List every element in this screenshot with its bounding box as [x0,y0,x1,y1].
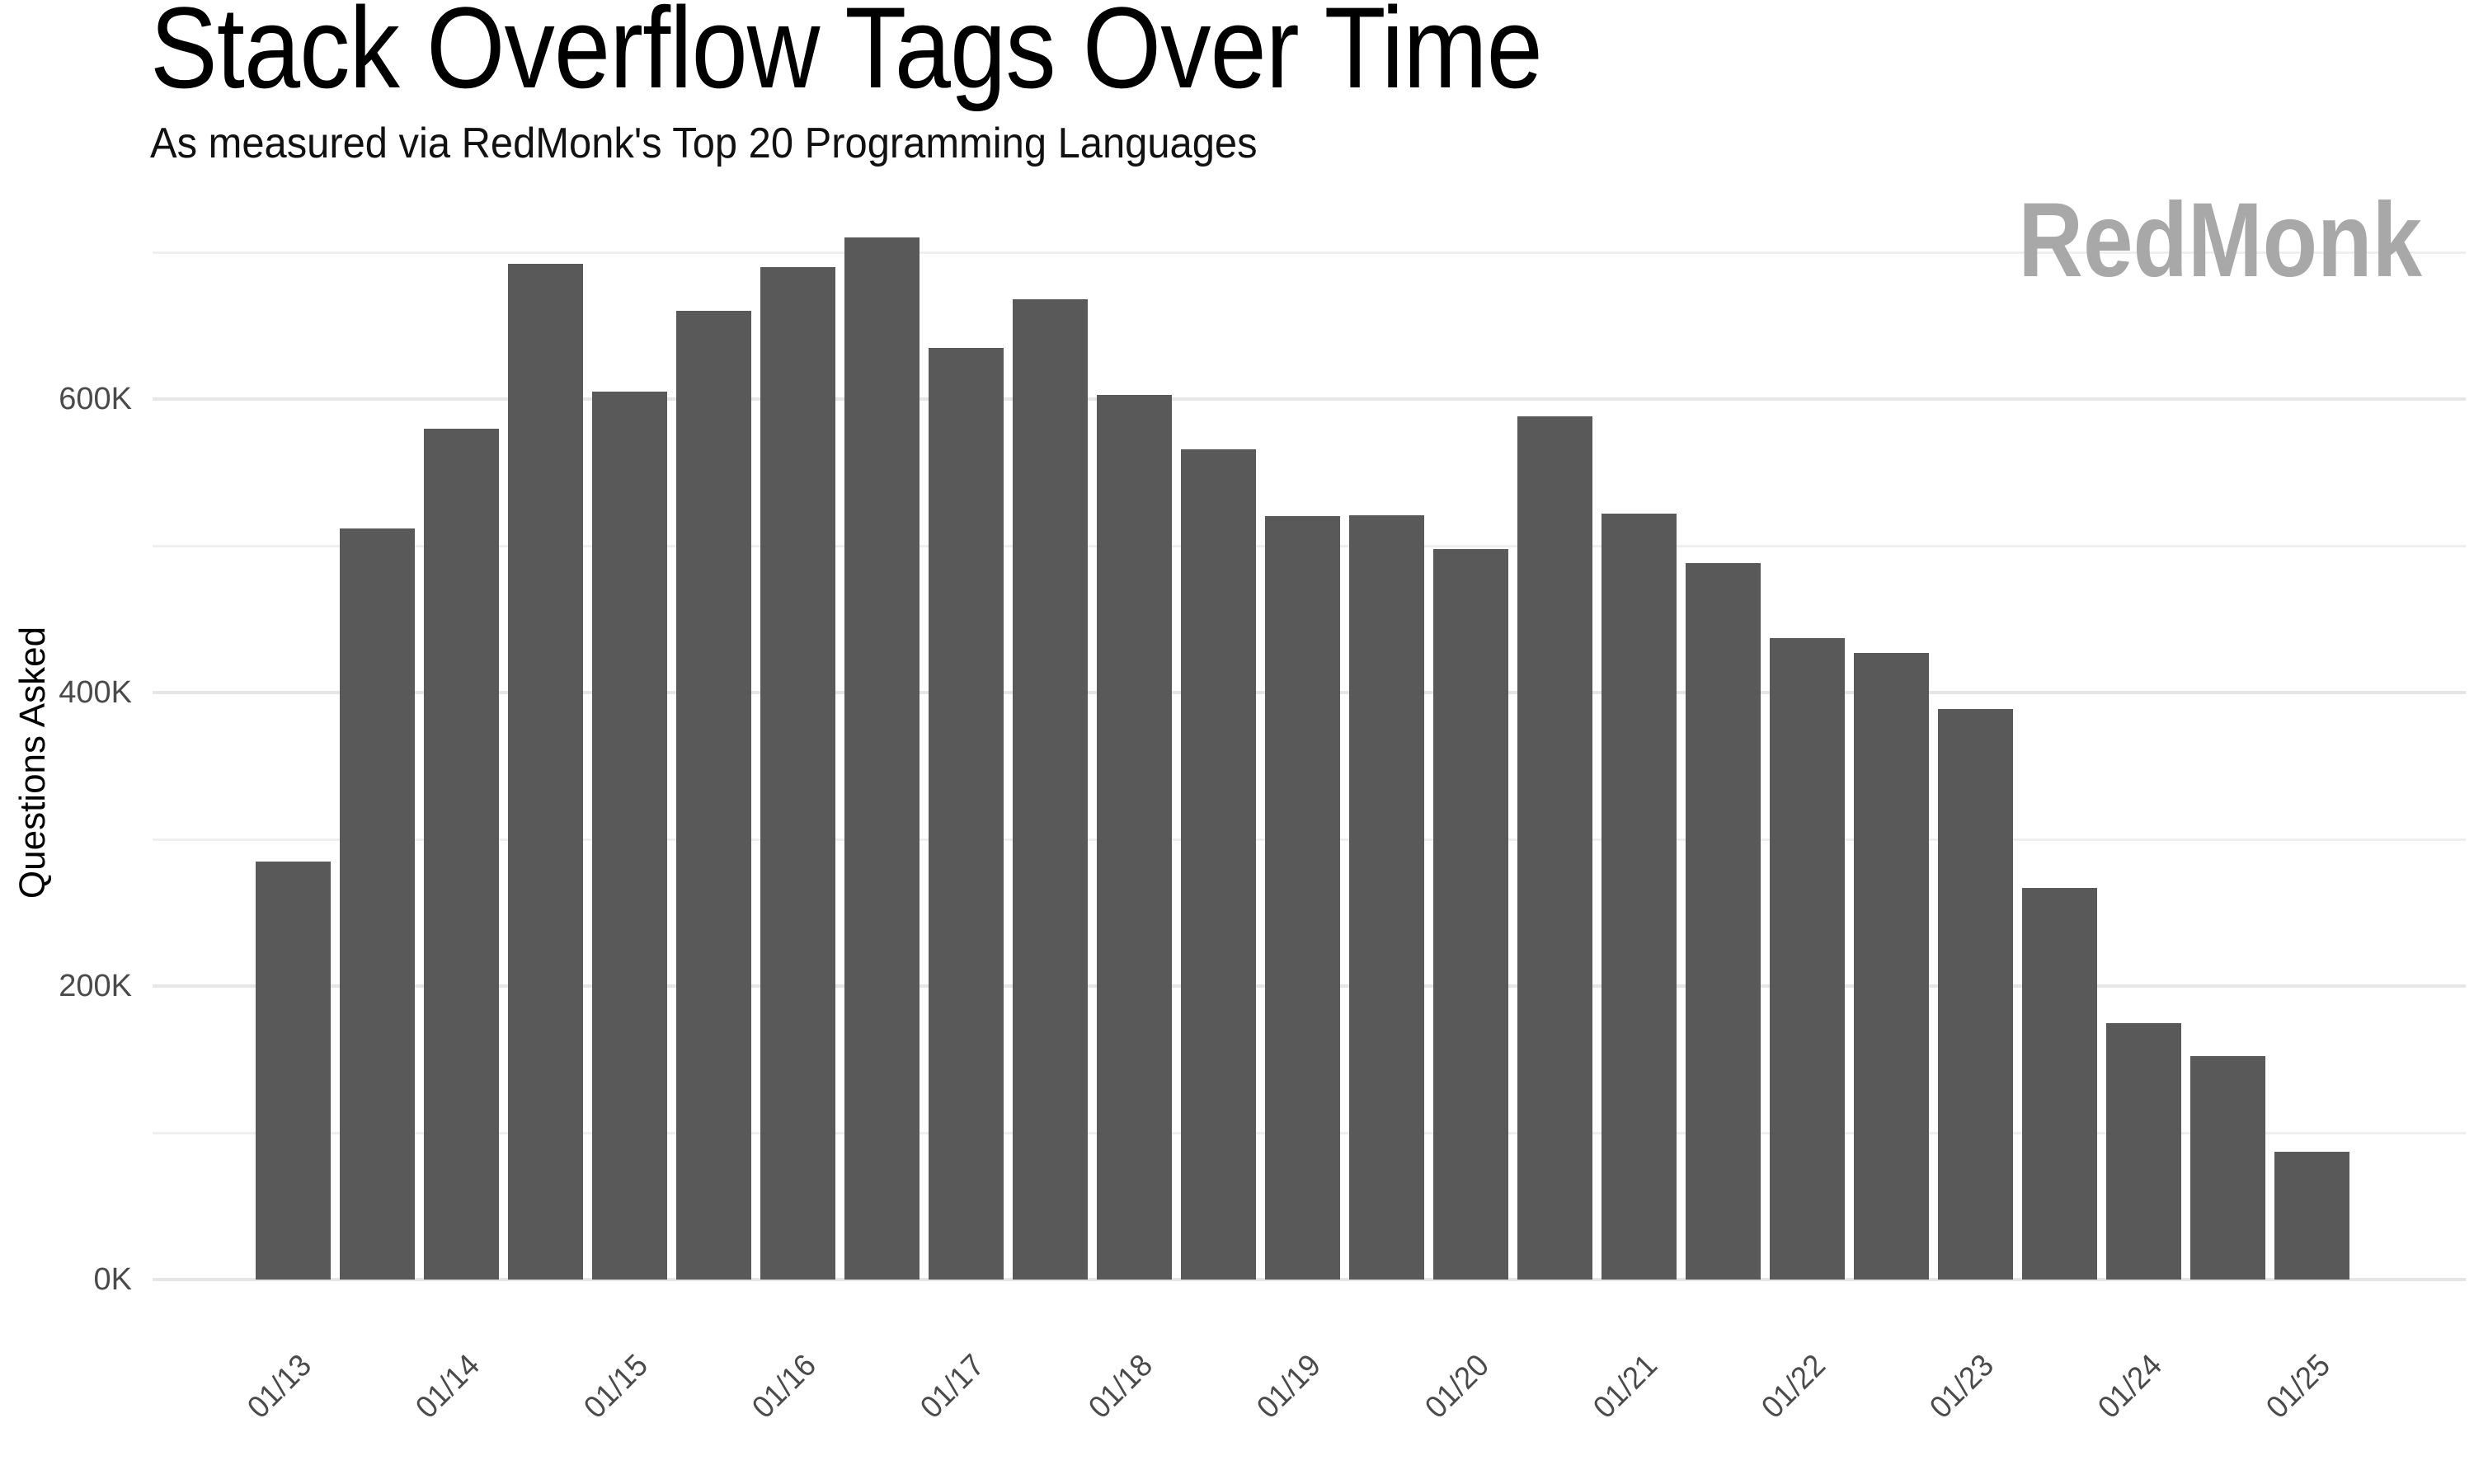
bar-19 [1770,638,1845,1280]
bar-14 [1349,514,1424,1280]
bar-23 [2106,1022,2181,1280]
gridline-major-0K [153,1278,2466,1281]
x-tick-label-text: 01/25 [2260,1348,2338,1425]
y-tick-label-0K: 0K [93,1262,132,1297]
y-tick-label-400K: 400K [59,675,132,710]
bar-8 [844,237,920,1280]
bar-9 [929,347,1004,1280]
bar-20 [1854,652,1929,1280]
bar-21 [1938,708,2013,1280]
x-tick-label-text: 01/24 [2091,1348,2170,1425]
bar-6 [676,311,751,1280]
chart-subtitle: As measured via RedMonk's Top 20 Program… [150,120,1258,167]
bar-12 [1181,448,1256,1280]
bar-11 [1097,394,1172,1280]
bar-2 [340,528,415,1280]
x-tick-label-text: 01/19 [1250,1348,1329,1425]
bar-13 [1265,516,1340,1280]
bar-15 [1433,548,1508,1280]
x-tick-label-text: 01/16 [745,1348,824,1425]
x-tick-label-text: 01/21 [1587,1348,1665,1425]
bar-17 [1602,513,1677,1280]
x-tick-label-text: 01/18 [1082,1348,1160,1425]
x-tick-label-text: 01/13 [241,1348,319,1425]
y-tick-label-200K: 200K [59,969,132,1003]
gridline-major-600K [153,397,2466,401]
chart-title: Stack Overflow Tags Over Time [150,0,1543,112]
bar-16 [1517,416,1592,1280]
y-axis-title-text: Questions Asked [12,626,53,899]
bar-25 [2274,1152,2349,1280]
y-tick-label-600K: 600K [59,382,132,416]
bar-5 [592,392,667,1280]
x-tick-label-text: 01/20 [1418,1348,1497,1425]
x-tick-label-text: 01/22 [1755,1348,1833,1425]
redmonk-watermark: RedMonk [2018,181,2422,299]
bar-10 [1013,298,1088,1280]
gridline-minor-700k [153,251,2466,254]
bar-4 [508,264,583,1280]
bar-24 [2190,1056,2265,1280]
x-tick-label-text: 01/14 [409,1348,487,1425]
x-tick-label-text: 01/23 [1923,1348,2001,1425]
x-tick-label-text: 01/17 [914,1348,992,1425]
bar-18 [1686,563,1761,1280]
bar-7 [760,266,835,1280]
x-tick-label-text: 01/15 [577,1348,656,1425]
bar-1 [256,861,331,1280]
bar-22 [2022,887,2097,1280]
bar-3 [424,428,499,1280]
